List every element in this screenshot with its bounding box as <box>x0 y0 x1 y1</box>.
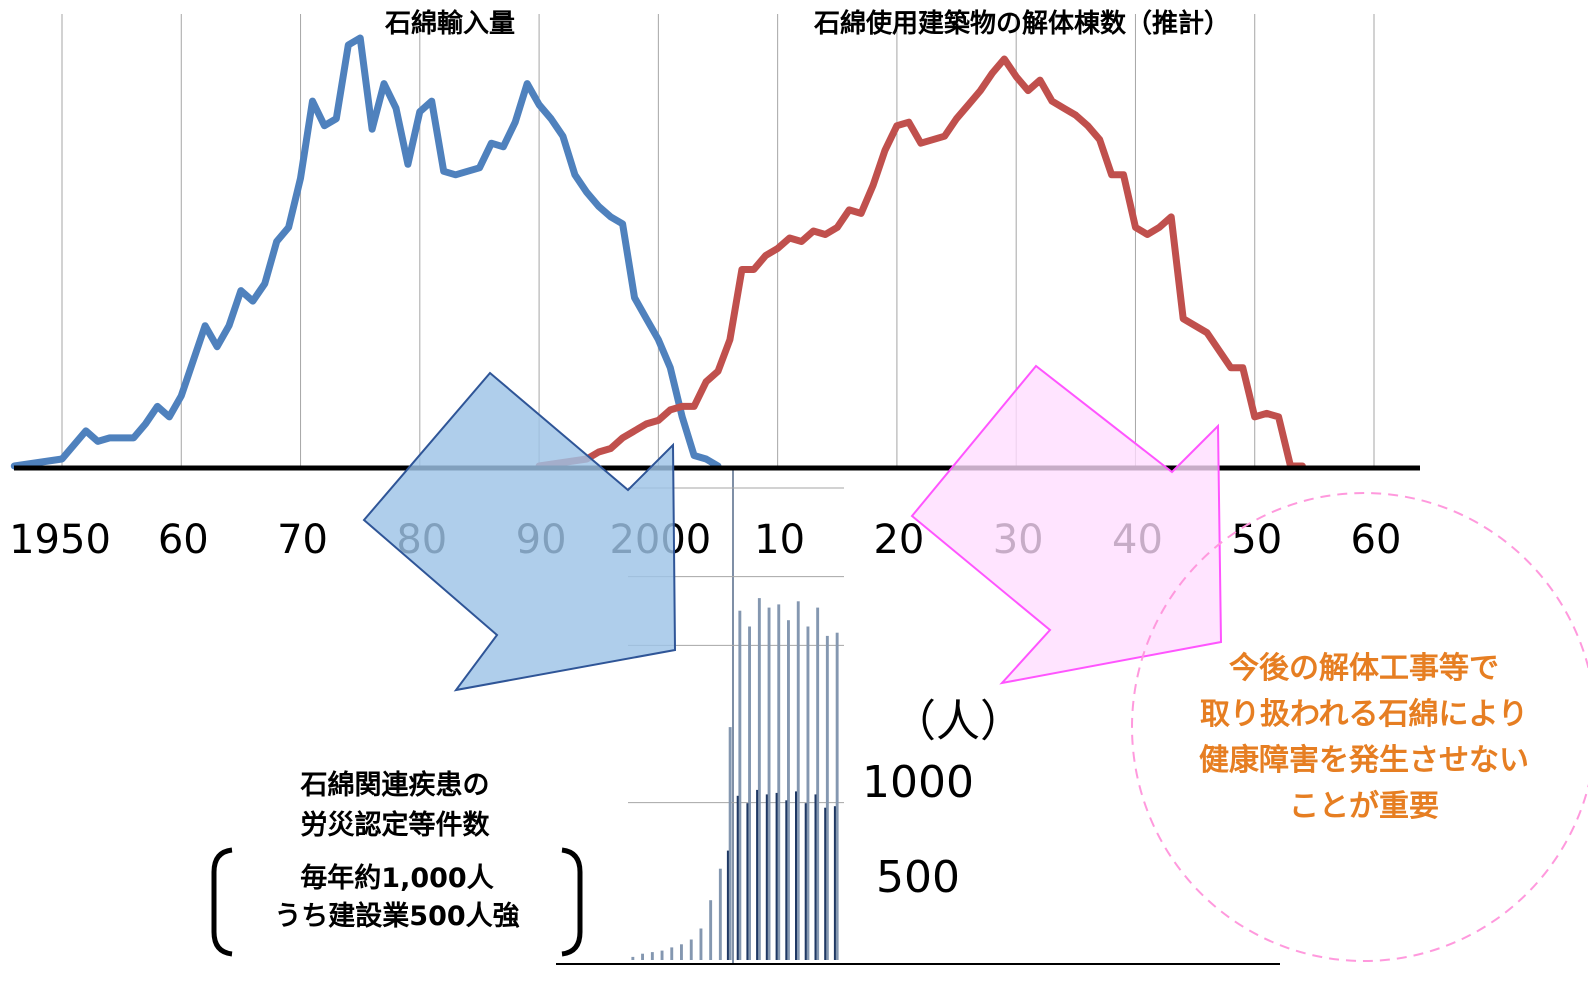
bar-construction <box>756 789 759 960</box>
bar-total <box>660 950 664 960</box>
bar-total <box>835 632 839 960</box>
bar-construction <box>833 806 836 960</box>
summary-line1: 毎年約1,000人 <box>300 863 494 894</box>
bar-ytick-1000: 1000 <box>862 757 974 808</box>
bar-total <box>738 610 742 960</box>
bar-total <box>689 939 693 960</box>
bar-total <box>709 900 713 960</box>
x-tick-label: 60 <box>1351 517 1402 563</box>
bar-total <box>699 928 703 960</box>
callout-line1: 今後の解体工事等で <box>1229 651 1499 686</box>
bar-construction <box>746 803 749 960</box>
bar-total <box>806 626 810 960</box>
import-series-line <box>10 34 722 470</box>
left-bracket <box>211 847 233 957</box>
bar-total <box>787 620 790 960</box>
x-tick-label: 1950 <box>9 517 111 563</box>
bar-title-line2: 労災認定等件数 <box>300 810 490 841</box>
bar-total <box>825 635 829 960</box>
x-tick-label: 60 <box>158 517 209 563</box>
callout-text: 今後の解体工事等で 取り扱われる石綿により 健康障害を発生させない ことが重要 <box>1146 646 1582 830</box>
bar-construction <box>824 807 827 960</box>
bar-construction <box>785 800 788 960</box>
bar-construction <box>726 850 729 960</box>
main-chart-gridlines <box>61 14 1375 466</box>
bar-total <box>631 956 635 960</box>
bar-chart-bars <box>631 598 839 960</box>
bar-total <box>767 607 771 960</box>
bar-construction <box>765 794 768 960</box>
x-tick-label: 70 <box>277 517 328 563</box>
bar-total <box>816 607 820 960</box>
bar-title-line1: 石綿関連疾患の <box>300 770 490 801</box>
bar-construction <box>775 792 778 960</box>
bar-total <box>757 598 761 960</box>
bar-ytick-500: 500 <box>876 852 960 903</box>
bar-total <box>796 601 800 960</box>
bar-total <box>728 727 732 960</box>
bar-total <box>641 953 644 960</box>
bar-construction <box>795 791 797 960</box>
blue-arrow-shape <box>362 371 677 692</box>
pink-arrow-shape <box>910 364 1223 685</box>
bar-total <box>680 944 683 960</box>
x-tick-label: 10 <box>754 517 805 563</box>
demolition-series-line <box>535 55 1306 470</box>
bar-construction <box>736 795 739 960</box>
bar-chart-summary: 毎年約1,000人 うち建設業500人強 <box>232 860 562 936</box>
right-bracket <box>561 847 583 957</box>
bar-construction <box>814 794 817 960</box>
bar-unit-label: （人） <box>892 696 1024 747</box>
bar-chart-title: 石綿関連疾患の 労災認定等件数 <box>250 766 540 846</box>
bar-total <box>670 947 674 960</box>
import-series-label: 石綿輸入量 <box>384 8 515 39</box>
bar-total <box>748 626 751 960</box>
summary-line2: うち建設業500人強 <box>274 901 520 932</box>
x-tick-label: 20 <box>873 517 924 563</box>
callout-line2: 取り扱われる石綿により <box>1200 697 1528 732</box>
bar-total <box>718 868 722 960</box>
callout-line4: ことが重要 <box>1289 789 1439 824</box>
x-tick-label: 50 <box>1231 517 1282 563</box>
bar-total <box>650 952 654 960</box>
main-chart-lines <box>10 34 1306 964</box>
bar-total <box>777 604 781 960</box>
callout-line3: 健康障害を発生させない <box>1199 743 1529 778</box>
demolition-series-label: 石綿使用建築物の解体棟数（推計） <box>813 8 1230 39</box>
bar-construction <box>804 803 807 960</box>
callout-circle <box>1131 492 1588 962</box>
